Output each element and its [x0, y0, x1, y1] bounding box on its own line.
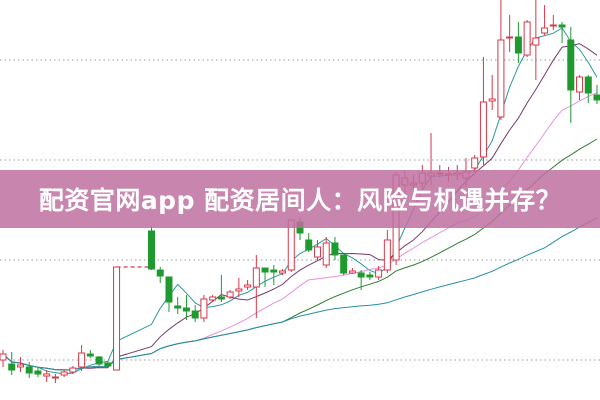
- candle-body: [95, 356, 103, 365]
- candle-body: [261, 267, 269, 273]
- candle-body: [322, 242, 330, 266]
- candle-body: [78, 352, 86, 368]
- candle-body: [34, 370, 42, 375]
- candle-body: [25, 366, 33, 374]
- candle-body: [541, 27, 549, 34]
- candle-body: [165, 276, 173, 303]
- candle-body: [549, 24, 557, 27]
- candle-body: [235, 288, 243, 292]
- candle-body: [471, 157, 479, 169]
- candle-body: [279, 270, 287, 274]
- candle-body: [60, 371, 68, 376]
- candle-body: [182, 307, 190, 312]
- candle-body: [340, 254, 348, 274]
- candle-body: [593, 94, 600, 101]
- candle-body: [488, 98, 496, 102]
- candle-body: [375, 269, 383, 278]
- candle-body: [8, 363, 16, 371]
- candle-body: [244, 284, 252, 288]
- candle-body: [523, 21, 531, 56]
- candle-body: [16, 364, 24, 368]
- candle-body: [113, 266, 121, 371]
- candle-body: [51, 376, 59, 379]
- candle-body: [331, 242, 339, 256]
- candle-body: [148, 230, 155, 270]
- candle-body: [584, 76, 592, 94]
- candle-body: [514, 36, 522, 54]
- candle-body: [357, 272, 365, 278]
- candle-body: [174, 305, 182, 309]
- candle-body: [0, 353, 7, 361]
- candle-body: [226, 291, 234, 298]
- candle-body: [497, 39, 505, 118]
- candle-body: [191, 310, 199, 319]
- candle-body: [558, 24, 566, 28]
- candle-body: [200, 298, 208, 319]
- candle-body: [69, 367, 77, 373]
- candle-body: [567, 39, 575, 91]
- candle-body: [43, 373, 51, 377]
- banner-title: 配资官网app 配资居间人：风险与机遇并存？: [38, 186, 562, 215]
- candle-body: [383, 239, 391, 271]
- candle-body: [252, 267, 260, 288]
- candle-body: [209, 296, 217, 301]
- candle-body: [270, 269, 278, 273]
- candle-body: [305, 239, 313, 251]
- ma10-line: [2, 43, 598, 371]
- candle-body: [104, 362, 112, 367]
- candle-body: [506, 36, 514, 39]
- candle-body: [217, 296, 225, 300]
- candle-body: [479, 101, 487, 158]
- candle-body: [348, 270, 356, 274]
- candle-body: [156, 269, 164, 277]
- ma60-line: [2, 217, 598, 371]
- candle-body: [576, 76, 584, 93]
- title-banner: 配资官网app 配资居间人：风险与机遇并存？: [0, 170, 600, 228]
- candle-body: [366, 274, 374, 278]
- candle-body: [313, 246, 321, 258]
- candle-body: [86, 353, 94, 357]
- candle-body: [532, 37, 540, 46]
